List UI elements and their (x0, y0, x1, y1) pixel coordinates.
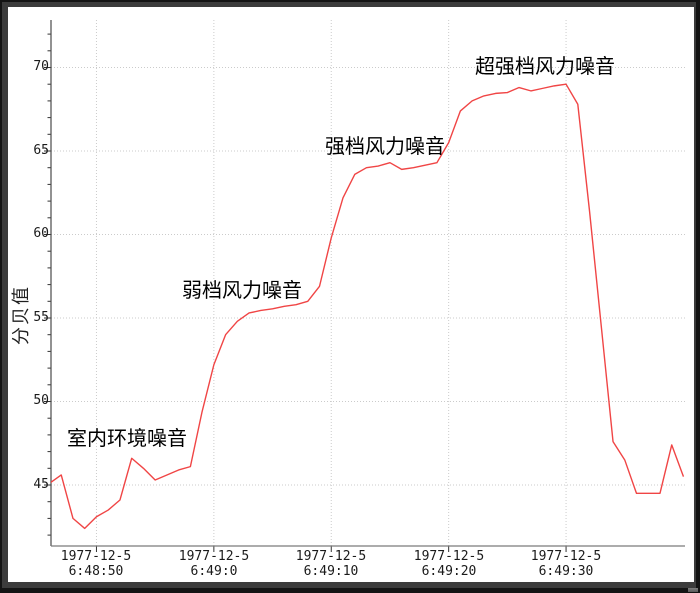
annotation-indoor-ambient-noise: 室内环境噪音 (67, 428, 187, 450)
x-tick-date: 1977-12-5 (295, 549, 367, 564)
y-tick-label: 60 (33, 226, 49, 241)
y-tick-label: 50 (33, 393, 49, 408)
x-tick-time: 6:48:50 (68, 564, 124, 579)
plot-svg (44, 20, 685, 552)
x-tick-label: 1977-12-5 6:49:0 (149, 549, 279, 579)
x-tick-label: 1977-12-5 6:49:20 (384, 549, 514, 579)
x-tick-time: 6:49:30 (538, 564, 594, 579)
y-tick-label: 70 (33, 59, 49, 74)
annotation-super-high-wind-noise: 超强档风力噪音 (475, 56, 615, 78)
x-tick-date: 1977-12-5 (413, 549, 485, 564)
window-resize-grip[interactable] (688, 588, 698, 592)
x-tick-label: 1977-12-5 6:49:30 (501, 549, 631, 579)
annotation-low-wind-noise: 弱档风力噪音 (182, 280, 302, 302)
x-tick-time: 6:49:10 (303, 564, 359, 579)
annotation-high-wind-noise: 强档风力噪音 (325, 136, 445, 158)
x-tick-time: 6:49:0 (190, 564, 238, 579)
y-axis-label: 分贝值 (11, 285, 31, 345)
y-tick-label: 65 (33, 143, 49, 158)
x-tick-date: 1977-12-5 (178, 549, 250, 564)
x-tick-date: 1977-12-5 (60, 549, 132, 564)
y-tick-label: 55 (33, 310, 49, 325)
chart-canvas: 45 50 55 60 65 70 1977-12-5 6:48:50 1977… (8, 7, 694, 582)
x-tick-label: 1977-12-5 6:48:50 (31, 549, 161, 579)
x-tick-time: 6:49:20 (421, 564, 477, 579)
data-line-decibel-level (51, 83, 685, 530)
y-tick-label: 45 (33, 477, 49, 492)
x-tick-date: 1977-12-5 (530, 549, 602, 564)
x-tick-label: 1977-12-5 6:49:10 (266, 549, 396, 579)
